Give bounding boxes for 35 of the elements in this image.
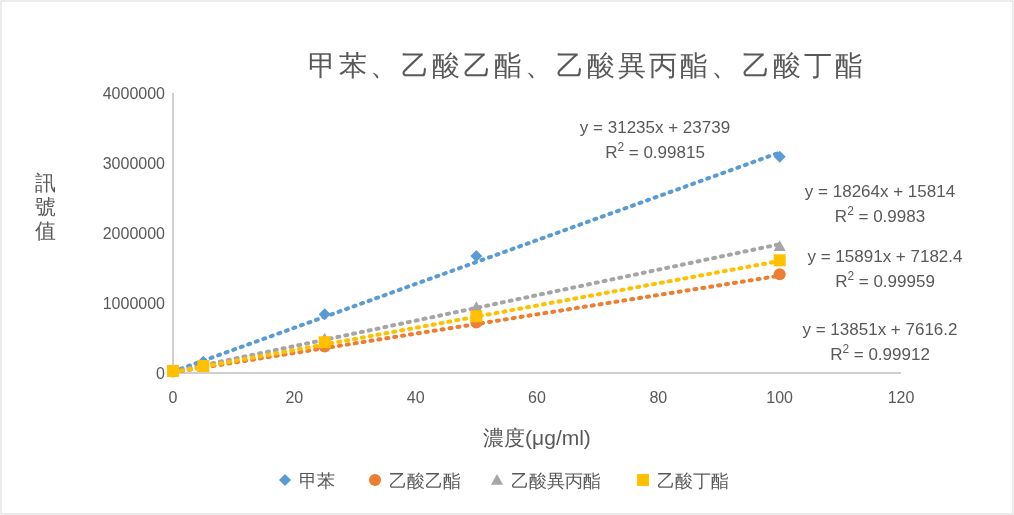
legend-label: 乙酸丁酯 — [657, 471, 729, 491]
x-tick-label: 0 — [168, 389, 178, 406]
point — [773, 254, 786, 267]
legend-label: 乙酸乙酯 — [389, 471, 461, 491]
x-tick-label: 120 — [887, 389, 915, 406]
y-tick-label: 2000000 — [102, 225, 166, 242]
x-tick-label: 60 — [528, 389, 546, 406]
y-axis-title: 訊號值 — [34, 171, 56, 242]
y-tick-label: 0 — [156, 365, 166, 382]
y-tick-label: 3000000 — [102, 155, 166, 172]
point — [470, 310, 483, 323]
point — [773, 268, 786, 281]
legend-label: 乙酸異丙酯 — [511, 471, 601, 491]
annotation: R$^{2}$ = 0.99912 — [830, 342, 930, 364]
chart-title: 甲苯、乙酸乙酯、乙酸異丙酯、乙酸丁酯 — [308, 50, 866, 81]
y-tick-label: 4000000 — [102, 85, 166, 102]
legend-label: 甲苯 — [299, 471, 335, 491]
point — [773, 240, 786, 252]
annotation: y = 18264x + 15814 — [804, 182, 956, 201]
y-tick-label: 1000000 — [102, 295, 166, 312]
annotation: R$^{2}$ = 0.99815 — [605, 140, 705, 162]
point — [773, 150, 786, 163]
annotation: R$^{2}$ = 0.99959 — [835, 269, 935, 291]
x-axis-title: 濃度(μg/ml) — [483, 426, 591, 449]
point — [318, 308, 331, 321]
point — [318, 336, 331, 349]
x-tick-label: 80 — [649, 389, 668, 406]
annotation: y = 31235x + 23739 — [579, 118, 731, 137]
annotation: R$^{2}$ = 0.9983 — [834, 204, 926, 226]
annotation: y = 15891x + 7182.4 — [807, 247, 963, 266]
annotation: y = 13851x + 7616.2 — [802, 320, 958, 339]
x-tick-label: 20 — [285, 389, 304, 406]
point — [197, 360, 210, 372]
x-tick-label: 40 — [406, 389, 425, 406]
x-tick-label: 100 — [766, 389, 794, 406]
